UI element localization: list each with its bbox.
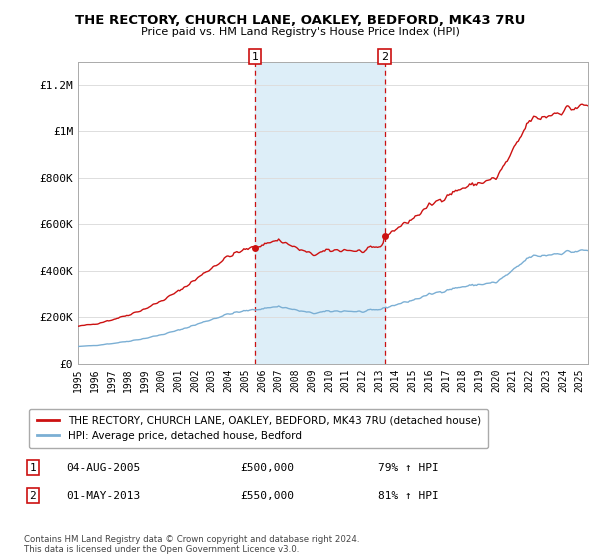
Text: 81% ↑ HPI: 81% ↑ HPI [378, 491, 439, 501]
Text: 1: 1 [29, 463, 37, 473]
Text: Contains HM Land Registry data © Crown copyright and database right 2024.
This d: Contains HM Land Registry data © Crown c… [24, 535, 359, 554]
Legend: THE RECTORY, CHURCH LANE, OAKLEY, BEDFORD, MK43 7RU (detached house), HPI: Avera: THE RECTORY, CHURCH LANE, OAKLEY, BEDFOR… [29, 408, 488, 449]
Text: £550,000: £550,000 [240, 491, 294, 501]
Text: 04-AUG-2005: 04-AUG-2005 [66, 463, 140, 473]
Text: £500,000: £500,000 [240, 463, 294, 473]
Text: 01-MAY-2013: 01-MAY-2013 [66, 491, 140, 501]
Text: THE RECTORY, CHURCH LANE, OAKLEY, BEDFORD, MK43 7RU: THE RECTORY, CHURCH LANE, OAKLEY, BEDFOR… [75, 14, 525, 27]
Text: Price paid vs. HM Land Registry's House Price Index (HPI): Price paid vs. HM Land Registry's House … [140, 27, 460, 37]
Text: 2: 2 [381, 52, 388, 62]
Text: 1: 1 [251, 52, 259, 62]
Text: 2: 2 [29, 491, 37, 501]
Text: 79% ↑ HPI: 79% ↑ HPI [378, 463, 439, 473]
Bar [255, 62, 385, 364]
